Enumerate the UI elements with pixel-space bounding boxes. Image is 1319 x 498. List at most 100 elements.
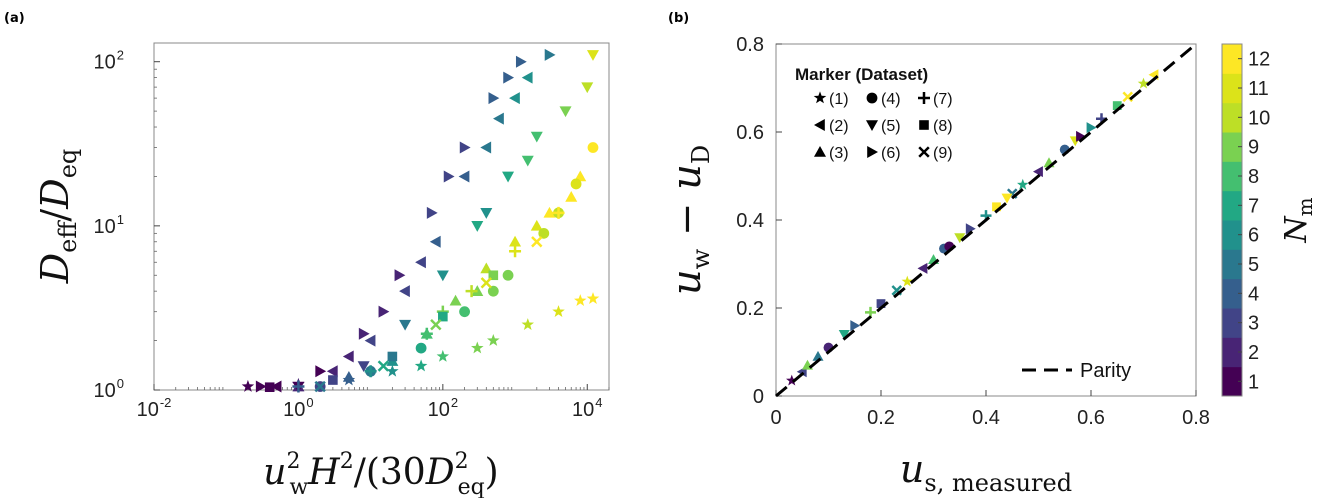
legend-marker-star (813, 91, 827, 104)
panel-a-point (531, 236, 543, 248)
panel-a-axes (153, 42, 610, 391)
panel-a-point (399, 285, 410, 298)
colorbar-segment (1222, 337, 1242, 368)
panel-a-point (530, 131, 543, 143)
colorbar-tick-label: 4 (1248, 283, 1259, 305)
panel-b-xtick-label: 0 (770, 407, 781, 429)
panel-a-point (342, 350, 354, 363)
panel-a-point (429, 235, 441, 248)
colorbar-segment (1222, 190, 1242, 221)
panel-a-point (587, 142, 599, 153)
panel-a-point (358, 327, 370, 340)
panel-b-point (954, 233, 966, 244)
panel-a-ytick-label: 101 (94, 212, 124, 238)
panel-a-point (509, 92, 520, 105)
legend-title: Marker (Dataset) (795, 65, 928, 84)
panel-a-point (364, 334, 376, 347)
panel-b-xtick-label: 0.6 (1077, 407, 1105, 429)
colorbar-segment (1222, 278, 1242, 309)
panel-a-point (586, 50, 599, 61)
panel-a-point (538, 227, 550, 239)
colorbar-tick-label: 2 (1248, 342, 1259, 364)
panel-a-point (487, 285, 499, 297)
panel-a-point (574, 170, 587, 182)
legend-marker-triangle-down (866, 120, 878, 131)
panel-b-point (850, 320, 861, 332)
panel-a-point (314, 380, 326, 393)
panel-b-xtick-label: 0.8 (1182, 407, 1210, 429)
parity-line (775, 42, 1197, 398)
marker-legend: Marker (Dataset) (1) (4) (7) (2) (5) (8) (3) (6… (795, 65, 953, 162)
panel-b: (b) 0 0.2 0.4 0.6 0.8 0 0.2 0.4 0.6 0.8 Marker (D… (664, 11, 1317, 497)
legend-marker-circle (866, 92, 878, 104)
panel-b-xlabel: us, measured (900, 447, 1072, 497)
panel-a-xlabel: u2 wH2/(30D2 eq) (263, 449, 498, 498)
panel-a-point (394, 269, 406, 282)
panel-a-point (586, 292, 600, 304)
panel-a-point (264, 382, 275, 393)
panel-b-xtick-label: 0.2 (867, 407, 895, 429)
panel-a-point (458, 170, 470, 183)
panel-a-point (443, 170, 455, 183)
panel-a-point (399, 319, 412, 331)
legend-marker-cross (918, 146, 930, 158)
panel-a-point (471, 341, 484, 354)
panel-a-points (241, 48, 600, 393)
panel-a-point (386, 364, 399, 377)
panel-a-point (544, 48, 556, 61)
panel-a-point (471, 221, 484, 232)
panel-b-point (786, 374, 798, 386)
panel-b-point (1112, 101, 1122, 110)
colorbar-tick-label: 7 (1248, 195, 1259, 217)
panel-a-point (415, 256, 426, 269)
legend-item-label: (6) (881, 145, 901, 162)
panel-a-point (552, 305, 565, 317)
legend-marker-triangle-left (814, 119, 825, 131)
panel-b-ytick-label: 0 (753, 386, 764, 408)
panel-a-point (459, 141, 471, 154)
svg-text:uw − uD: uw − uD (664, 145, 715, 295)
panel-b-point (1017, 178, 1029, 190)
panel-a-point (521, 155, 534, 167)
panel-b-point (1086, 122, 1097, 134)
panel-a-point (502, 171, 515, 183)
svg-text:us, measured: us, measured (900, 447, 1072, 497)
panel-a-point (414, 359, 428, 372)
parity-legend: Parity (1022, 360, 1131, 382)
panel-a-point (438, 311, 448, 322)
legend-marker-plus (918, 92, 930, 104)
panel-a-point (292, 380, 305, 393)
panel-b-ytick-label: 0.6 (736, 122, 764, 144)
colorbar-tick-label: 12 (1248, 49, 1270, 71)
panel-a-point (241, 379, 255, 392)
panel-a-xtick-label: 10-2 (137, 395, 172, 421)
panel-a-point (530, 219, 543, 231)
panel-b-point (917, 262, 928, 274)
panel-a-ytick-label: 100 (94, 376, 124, 402)
panel-a-point (465, 285, 478, 298)
panel-a-point (449, 294, 462, 306)
panel-b-point (1001, 193, 1013, 204)
panel-b-point (1033, 166, 1043, 178)
panel-b-point (901, 275, 913, 287)
panel-b-point (1076, 130, 1086, 142)
panel-b-point (965, 223, 976, 235)
panel-a-point (543, 206, 556, 218)
panel-a-point (565, 190, 578, 202)
panel-a-point (574, 294, 587, 306)
panel-a-point (415, 342, 427, 354)
panel-a-point (436, 270, 449, 282)
panel-a-point (509, 245, 522, 258)
legend-item-label: (7) (933, 91, 953, 108)
colorbar-segment (1222, 44, 1242, 74)
colorbar-tick-label: 5 (1248, 254, 1259, 276)
panel-a-point (480, 141, 492, 154)
legend-marker-square (919, 120, 929, 130)
colorbar-tick-label: 6 (1248, 225, 1259, 247)
colorbar-tick-label: 8 (1248, 166, 1259, 188)
panel-a-point (509, 235, 522, 247)
panel-a-point (387, 351, 398, 362)
panel-a-point (521, 71, 533, 84)
